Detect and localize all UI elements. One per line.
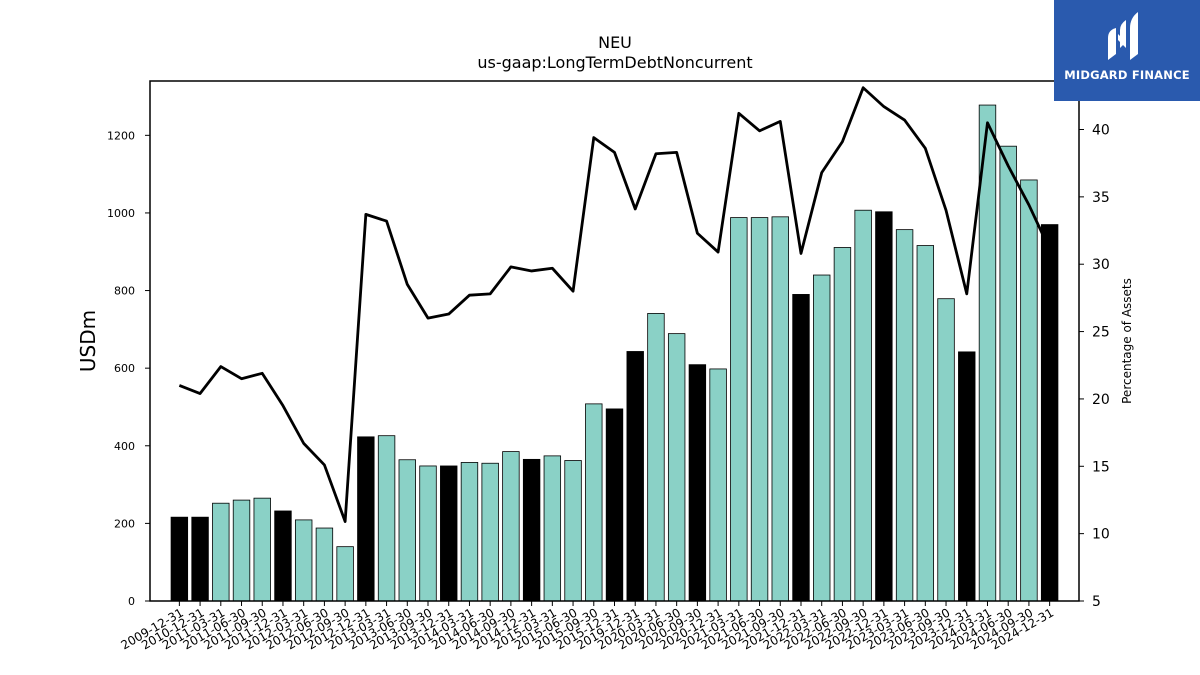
- bar-2014-06-30: [481, 462, 499, 602]
- bar-2011-12-31: [274, 510, 292, 602]
- chart-title: NEU: [598, 33, 632, 52]
- y2-tick-label-15: 15: [1092, 459, 1110, 475]
- bar-2024-12-31: [1040, 224, 1059, 602]
- bar-2021-09-30: [771, 216, 789, 602]
- y-tick-label-800: 800: [114, 285, 135, 298]
- y-axis-label: USDm: [76, 310, 100, 372]
- y-tick-label-400: 400: [114, 440, 135, 453]
- y-tick-label-1000: 1000: [107, 207, 135, 220]
- percentage-line: [178, 86, 1051, 523]
- bar-2015-03-31: [543, 455, 562, 602]
- y-tick-label-600: 600: [114, 362, 135, 375]
- bar-2022-12-31: [875, 211, 893, 602]
- bar-2012-09-30: [336, 546, 354, 602]
- bar-2022-03-31: [813, 274, 831, 602]
- bar-2013-06-30: [398, 459, 416, 602]
- bar-2014-12-31: [522, 458, 541, 602]
- bar-2013-09-30: [419, 465, 437, 602]
- bar-2011-03-31: [212, 502, 230, 602]
- bar-2015-12-31: [605, 408, 624, 602]
- chart-subtitle: us-gaap:LongTermDebtNoncurrent: [477, 53, 752, 72]
- y-tick-label-0: 0: [128, 595, 135, 608]
- bar-2023-12-31: [958, 351, 976, 602]
- bar-2020-09-30: [688, 364, 707, 602]
- y-axis-left: 0 200 400 600 800 1000 1200: [107, 129, 150, 608]
- bar-2020-06-30: [667, 333, 686, 602]
- logo-text: MIDGARD FINANCE: [1064, 68, 1190, 82]
- bar-2011-09-30: [253, 497, 271, 602]
- y2-tick-label-30: 30: [1092, 257, 1110, 273]
- midgard-finance-logo: MIDGARD FINANCE: [1054, 0, 1200, 101]
- bar-2020-12-31: [709, 368, 727, 602]
- bar-2013-12-31: [440, 465, 458, 602]
- x-axis: 2009-12-312010-12-312011-03-312011-06-30…: [118, 601, 1056, 652]
- y2-tick-label-10: 10: [1092, 527, 1110, 543]
- bar-2014-03-31: [460, 462, 479, 602]
- bar-2024-09-30: [1020, 179, 1038, 602]
- plot-frame: [149, 80, 1080, 602]
- y2-tick-label-5: 5: [1092, 594, 1101, 610]
- y-tick-label-200: 200: [114, 517, 135, 530]
- y-tick-label-1200: 1200: [107, 129, 135, 142]
- bar-2011-06-30: [232, 499, 251, 602]
- bar-2021-12-31: [792, 294, 810, 602]
- bar-2021-06-30: [750, 217, 769, 602]
- midgard-logo-icon: [1108, 12, 1138, 60]
- bar-2014-09-30: [502, 451, 520, 602]
- percentage-line-series: [178, 86, 1051, 523]
- bar-2023-03-31: [895, 229, 914, 602]
- bar-2012-06-30: [315, 527, 334, 602]
- bar-2015-09-30: [585, 403, 603, 602]
- y2-tick-label-40: 40: [1092, 122, 1110, 138]
- bar-series: [170, 104, 1059, 602]
- bar-2012-12-31: [357, 436, 375, 602]
- bar-2020-03-31: [647, 313, 665, 602]
- y2-tick-label-20: 20: [1092, 392, 1110, 408]
- y2-tick-label-25: 25: [1092, 325, 1110, 341]
- bar-2010-12-31: [191, 516, 209, 602]
- y-axis-right: 5 10 15 20 25 30 35 40: [1079, 122, 1110, 610]
- bar-2024-06-30: [999, 145, 1017, 602]
- y2-tick-label-35: 35: [1092, 190, 1110, 206]
- bar-2012-03-31: [294, 519, 313, 602]
- bar-2013-03-31: [377, 435, 396, 602]
- bar-2023-06-30: [916, 245, 935, 602]
- y2-axis-label: Percentage of Assets: [1120, 278, 1134, 404]
- bar-2022-06-30: [833, 247, 852, 602]
- bar-2022-09-30: [854, 209, 872, 602]
- bar-2009-12-31: [170, 516, 189, 602]
- bar-2015-06-30: [564, 460, 582, 602]
- bar-2021-03-31: [730, 217, 748, 602]
- bar-2019-12-31: [626, 351, 644, 602]
- bar-2023-09-30: [937, 298, 955, 602]
